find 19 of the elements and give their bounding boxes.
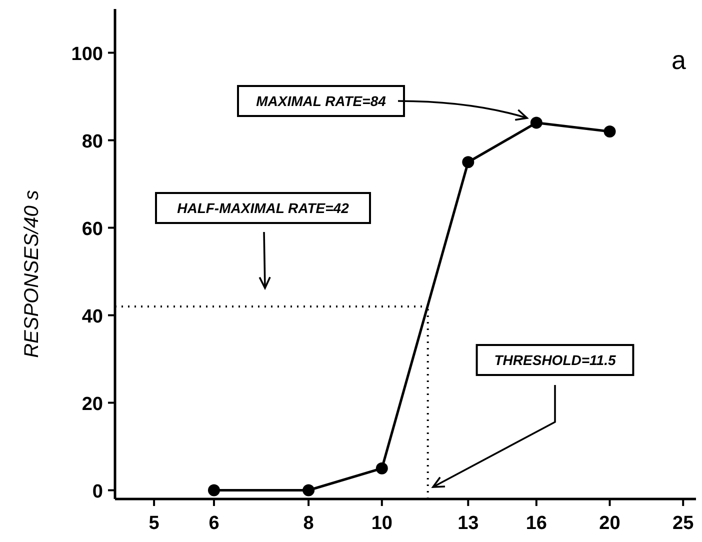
x-tick-label: 20 (599, 513, 620, 534)
x-tick-label: 25 (672, 513, 694, 534)
annotation: MAXIMAL RATE=84 (256, 93, 386, 109)
y-axis-title: RESPONSES/40 s (21, 190, 43, 358)
x-tick-label: 10 (371, 513, 392, 534)
y-tick-label: 60 (82, 218, 103, 240)
annotation: HALF-MAXIMAL RATE=42 (177, 200, 350, 216)
y-tick-label: 100 (71, 44, 103, 65)
annotation: THRESHOLD=11.5 (494, 352, 616, 368)
y-tick-label: 40 (82, 306, 103, 328)
annotation: a (672, 45, 687, 75)
x-tick-label: 13 (458, 513, 479, 534)
y-tick-label: 80 (82, 131, 103, 152)
x-tick-label: 5 (148, 513, 160, 534)
x-tick-label: 8 (303, 513, 314, 534)
x-tick-label: 16 (526, 513, 547, 534)
x-tick-label: 6 (208, 513, 220, 534)
y-tick-label: 0 (92, 481, 103, 502)
y-tick-label: 20 (82, 394, 103, 415)
